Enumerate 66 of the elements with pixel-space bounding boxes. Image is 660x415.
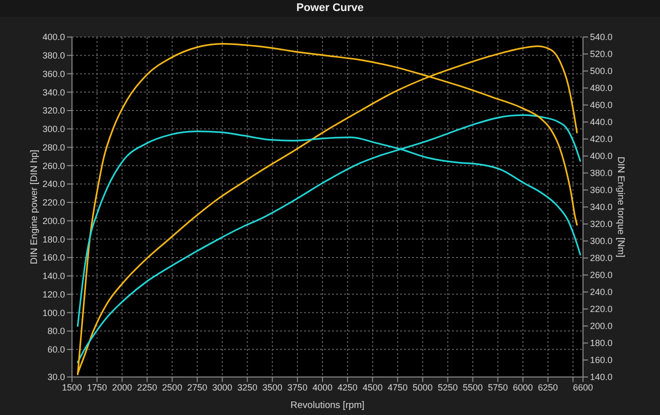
y2-tick-label: 500.0 <box>590 66 613 76</box>
y2-tick-label: 160.0 <box>590 355 613 366</box>
x-axis-title: Revolutions [rpm] <box>290 400 364 411</box>
y2-axis-title: DIN Engine torque [Nm] <box>616 156 626 258</box>
y-tick-label: 200.0 <box>42 216 65 226</box>
y2-tick-label: 400.0 <box>590 151 613 162</box>
y-tick-label: 360.0 <box>42 68 65 79</box>
x-tick-label: 6250 <box>538 382 558 392</box>
x-tick-label: 5500 <box>462 382 483 392</box>
y2-tick-label: 420.0 <box>590 134 613 144</box>
y-tick-label: 240.0 <box>42 179 65 190</box>
y2-tick-label: 140.0 <box>590 372 613 382</box>
x-tick-label: 6600 <box>572 382 594 392</box>
y2-tick-label: 380.0 <box>590 168 613 178</box>
x-tick-label: 4500 <box>362 382 383 392</box>
y2-tick-label: 340.0 <box>590 202 613 212</box>
x-tick-label: 1500 <box>62 382 82 392</box>
y2-tick-label: 360.0 <box>590 185 613 196</box>
y-tick-label: 300.0 <box>42 124 65 134</box>
y2-tick-label: 440.0 <box>590 117 613 128</box>
y2-tick-label: 240.0 <box>590 287 613 298</box>
y2-tick-label: 200.0 <box>590 321 613 332</box>
y2-tick-label: 300.0 <box>590 236 613 246</box>
x-tick-label: 5250 <box>438 382 458 392</box>
y2-tick-label: 220.0 <box>590 304 613 314</box>
y-tick-label: 120.0 <box>42 289 65 300</box>
x-tick-label: 3500 <box>262 382 282 392</box>
x-tick-label: 3750 <box>287 382 308 392</box>
y2-tick-label: 480.0 <box>590 83 613 94</box>
y-tick-label: 400.0 <box>42 32 65 42</box>
x-tick-label: 4750 <box>388 382 408 392</box>
y-tick-label: 380.0 <box>42 50 65 61</box>
x-tick-label: 2750 <box>187 382 208 392</box>
x-tick-label: 3000 <box>212 382 232 392</box>
x-tick-label: 3250 <box>237 382 258 392</box>
y-tick-label: 340.0 <box>42 87 65 98</box>
y-tick-label: 80.0 <box>47 326 65 336</box>
x-tick-label: 5750 <box>488 382 508 392</box>
y-tick-label: 100.0 <box>42 308 65 318</box>
x-tick-label: 1750 <box>87 382 108 392</box>
y2-tick-label: 260.0 <box>590 270 613 280</box>
x-tick-label: 5000 <box>412 382 433 392</box>
y-tick-label: 160.0 <box>42 252 65 263</box>
chart-title: Power Curve <box>0 0 660 17</box>
x-tick-label: 2250 <box>137 382 158 392</box>
y-tick-label: 30.0 <box>47 372 65 382</box>
y2-tick-label: 280.0 <box>590 253 613 264</box>
y2-tick-label: 460.0 <box>590 100 613 110</box>
y2-tick-label: 320.0 <box>590 219 613 230</box>
y-tick-label: 180.0 <box>42 234 65 244</box>
x-tick-label: 2000 <box>112 382 132 392</box>
y-tick-label: 60.0 <box>47 344 65 355</box>
y2-tick-label: 520.0 <box>590 49 613 60</box>
y-axis-title: DIN Engine power [DIN hp] <box>28 150 40 264</box>
y-tick-label: 140.0 <box>42 271 65 282</box>
y-tick-label: 260.0 <box>42 160 65 171</box>
line-series <box>76 114 582 364</box>
x-tick-label: 6000 <box>512 382 533 392</box>
x-tick-label: 2500 <box>162 382 182 392</box>
y-tick-label: 220.0 <box>42 198 65 208</box>
y-tick-label: 320.0 <box>42 106 65 116</box>
x-tick-label: 4000 <box>312 382 333 392</box>
y2-tick-label: 540.0 <box>590 32 613 42</box>
y2-tick-label: 180.0 <box>590 338 613 348</box>
y-tick-label: 280.0 <box>42 142 65 152</box>
x-tick-label: 4250 <box>338 382 358 392</box>
